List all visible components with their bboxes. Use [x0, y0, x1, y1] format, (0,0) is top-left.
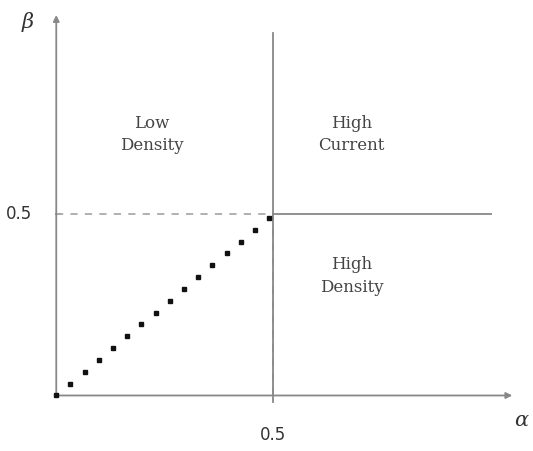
Text: 0.5: 0.5 [260, 426, 287, 444]
Text: High
Density: High Density [320, 256, 383, 295]
Text: 0.5: 0.5 [6, 205, 33, 223]
Text: α: α [514, 411, 528, 430]
Text: β: β [22, 12, 34, 32]
Text: Low
Density: Low Density [120, 115, 184, 154]
Text: High
Current: High Current [318, 115, 385, 154]
